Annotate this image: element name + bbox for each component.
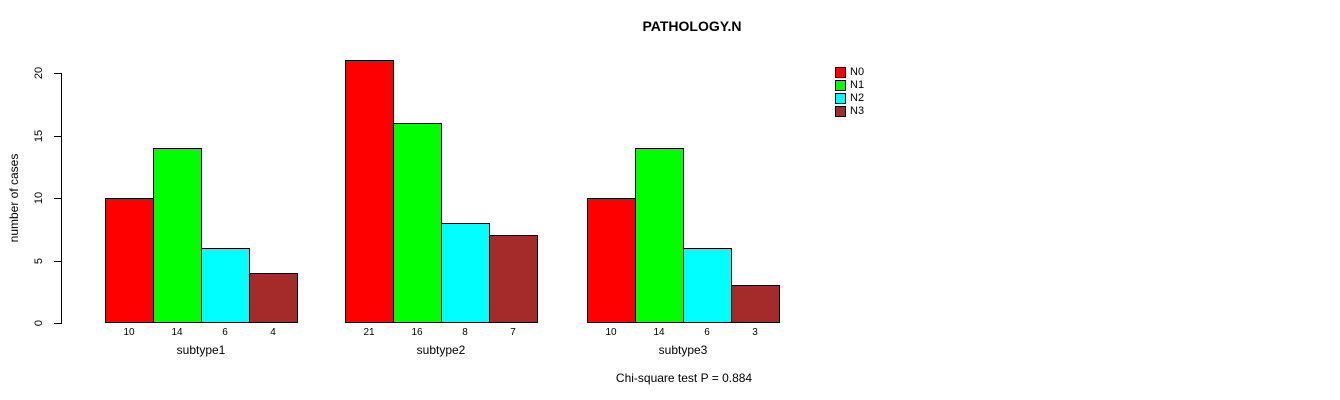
legend-label-N2: N2 — [850, 92, 865, 104]
bar-value-label: 6 — [222, 327, 228, 338]
bar-N2-subtype1 — [201, 248, 250, 323]
y-tick — [54, 323, 61, 324]
bar-value-label: 3 — [752, 327, 758, 338]
bar-value-label: 10 — [123, 327, 135, 338]
bar-value-label: 16 — [411, 327, 423, 338]
y-tick — [54, 136, 61, 137]
y-tick — [54, 261, 61, 262]
category-label-subtype1: subtype1 — [176, 343, 226, 357]
y-tick — [54, 198, 61, 199]
y-axis-line — [61, 73, 62, 324]
legend-swatch-N0 — [835, 67, 846, 78]
bar-value-label: 21 — [363, 327, 375, 338]
chart-title: PATHOLOGY.N — [642, 18, 742, 34]
bar-value-label: 14 — [653, 327, 665, 338]
y-axis-title: number of cases — [7, 153, 21, 243]
bar-N1-subtype1 — [153, 148, 202, 323]
bar-value-label: 10 — [605, 327, 617, 338]
bar-value-label: 6 — [704, 327, 710, 338]
bar-N3-subtype2 — [489, 235, 538, 323]
y-tick-label: 5 — [33, 257, 45, 265]
category-label-subtype3: subtype3 — [658, 343, 708, 357]
chi-square-annotation: Chi-square test P = 0.884 — [615, 371, 753, 385]
bar-N1-subtype2 — [393, 123, 442, 323]
y-tick-label: 15 — [33, 129, 45, 143]
legend-swatch-N2 — [835, 93, 846, 104]
legend-label-N0: N0 — [850, 66, 865, 78]
legend-swatch-N1 — [835, 80, 846, 91]
bar-value-label: 7 — [510, 327, 516, 338]
bar-N2-subtype2 — [441, 223, 490, 323]
bar-value-label: 14 — [171, 327, 183, 338]
bar-N0-subtype2 — [345, 60, 394, 323]
bar-value-label: 8 — [462, 327, 468, 338]
legend-label-N1: N1 — [850, 79, 865, 91]
legend-swatch-N3 — [835, 106, 846, 117]
category-label-subtype2: subtype2 — [416, 343, 466, 357]
bar-N3-subtype3 — [731, 285, 780, 323]
legend-label-N3: N3 — [850, 105, 865, 117]
bar-N1-subtype3 — [635, 148, 684, 323]
y-tick-label: 0 — [33, 319, 45, 327]
bar-N0-subtype3 — [587, 198, 636, 323]
bar-N2-subtype3 — [683, 248, 732, 323]
bar-value-label: 4 — [270, 327, 276, 338]
y-tick-label: 20 — [33, 66, 45, 80]
y-tick-label: 10 — [33, 191, 45, 205]
bar-N3-subtype1 — [249, 273, 298, 323]
y-tick — [54, 73, 61, 74]
bar-N0-subtype1 — [105, 198, 154, 323]
